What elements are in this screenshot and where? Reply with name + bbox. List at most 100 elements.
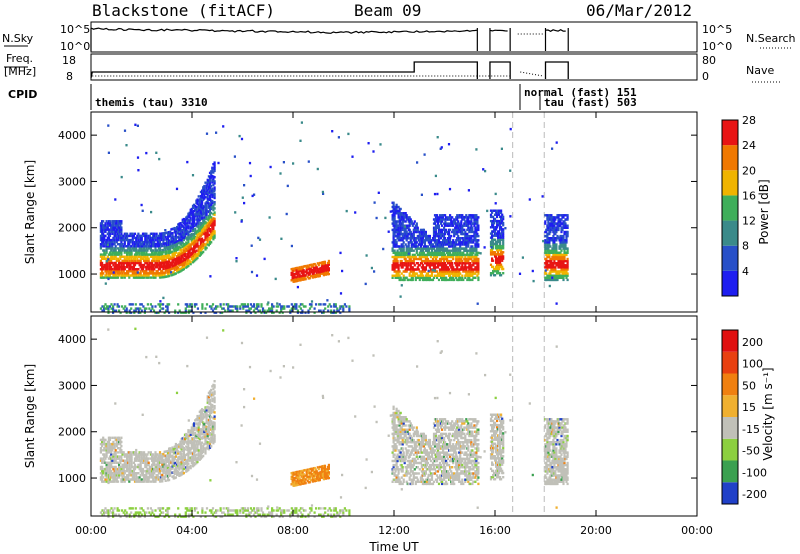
power-cell [420,262,423,265]
power-cell [211,191,214,194]
power-cell [149,232,152,235]
velocity-cell [121,469,124,473]
power-cell [144,255,147,258]
power-cell [456,228,459,232]
power-cell [285,212,288,216]
power-cell [128,265,131,269]
velocity-cell [108,476,112,479]
power-cell [421,249,424,252]
power-cell [246,309,249,312]
power-cell [123,251,126,254]
power-cell [182,238,185,242]
power-cell [459,276,462,279]
power-cell [197,224,200,227]
power-cell [113,228,116,231]
power-cell [158,234,162,237]
power-cell [125,307,128,310]
power-cell [179,247,182,250]
power-cell [128,303,131,306]
power-cell [118,251,121,254]
velocity-cell [120,474,123,477]
power-cell [405,214,408,217]
power-cell [260,311,263,314]
power-cell [397,255,400,259]
power-cell [472,251,475,254]
power-cell [156,261,159,265]
power-cell [492,224,495,227]
power-cell [181,233,184,236]
power-cell [465,241,468,244]
velocity-cell [128,461,131,464]
power-cell [496,242,499,246]
velocity-cell [102,476,105,479]
power-cell [166,256,170,259]
power-cell [137,236,140,240]
power-cell [401,222,404,225]
power-cell [149,272,152,275]
power-cell [477,264,480,267]
power-cell [124,259,127,263]
power-cell [566,262,569,265]
power-cell [207,216,210,220]
power-cell [309,267,312,270]
power-cell [174,236,177,240]
power-cell [443,226,446,229]
power-cell [140,265,143,269]
power-cell [196,210,199,214]
power-cell [133,268,137,271]
power-cell [461,230,464,234]
power-cell [245,311,248,314]
power-cell [174,311,177,314]
power-cell [445,249,448,252]
velocity-cell [116,451,120,454]
power-cell [203,239,206,242]
power-cell [199,207,202,210]
power-cell [472,276,475,279]
power-cell [399,278,402,282]
power-cell [118,236,121,240]
power-cell [563,214,566,217]
power-cell [190,237,193,240]
power-cell [242,305,245,308]
power-cell [198,254,201,257]
velocity-cell [99,459,102,462]
nsky-line [90,27,478,34]
power-cell [437,226,441,229]
power-cell [461,226,464,229]
power-cell [544,239,547,242]
power-cell [210,172,213,175]
power-cell [446,241,449,244]
power-cell [115,276,118,279]
power-cell [404,228,407,232]
power-cell [409,230,412,234]
power-cell [546,218,549,221]
power-cell [463,218,466,221]
power-cell [465,245,468,248]
power-cell [442,255,445,259]
power-cell [558,257,561,261]
velocity-cell [99,447,102,450]
power-cell [122,245,125,248]
power-cell [562,253,565,257]
power-cell [119,265,122,269]
power-cell [135,274,138,277]
power-cell [161,236,164,239]
power-cell [452,255,455,259]
power-cell [296,266,299,270]
power-cell [158,232,162,235]
power-cell [158,243,162,246]
power-cell [137,238,140,242]
power-cell [171,257,174,260]
power-cell [308,277,311,280]
power-cell [448,224,451,227]
power-cell [170,238,173,241]
power-cell [198,206,201,209]
power-cell [124,272,127,275]
power-cell [194,206,197,210]
power-cell [115,257,118,260]
power-cell [112,274,115,277]
power-cell [182,267,185,271]
power-cell [104,234,107,238]
power-cell [405,249,408,252]
